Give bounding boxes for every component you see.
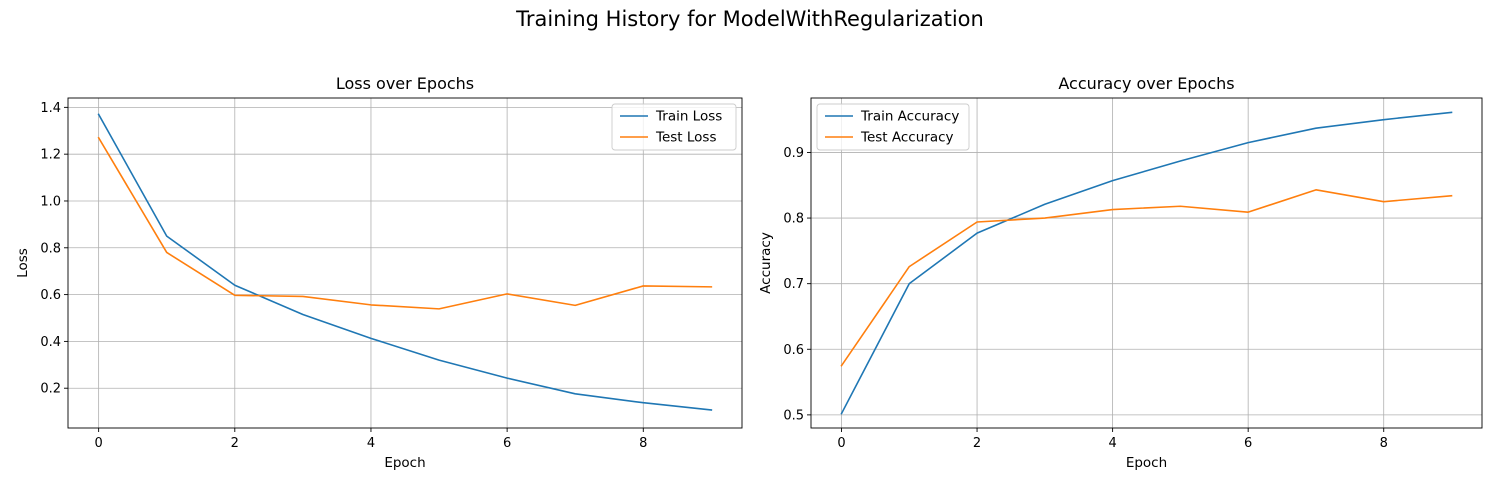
legend: Train Accuracy Test Accuracy — [816, 103, 970, 151]
x-tick-label: 8 — [1380, 436, 1388, 451]
y-axis-ticks: 0.5 0.6 0.7 0.8 0.9 — [783, 146, 811, 423]
x-tick-label: 2 — [973, 436, 981, 451]
y-tick-label: 0.6 — [40, 288, 61, 303]
y-tick-label: 0.9 — [783, 146, 804, 161]
subplot-2: 0 2 4 6 8 0.5 0.6 0.7 0.8 0.9 Accuracy over Epochs… — [758, 74, 1483, 471]
series-group — [840, 111, 1453, 415]
grid-lines — [811, 98, 1482, 428]
y-tick-label: 0.4 — [40, 335, 61, 350]
legend: Train Loss Test Loss — [611, 103, 737, 151]
series-line-1 — [840, 111, 1453, 415]
x-axis-ticks: 0 2 4 6 8 — [94, 428, 647, 451]
y-tick-label: 0.6 — [783, 343, 804, 358]
legend-label-1: Train Accuracy — [860, 109, 959, 125]
series-group — [97, 113, 713, 411]
subplot-1: 0 2 4 6 8 0.2 0.4 0.6 0.8 1.0 1.2 1.4 Loss over Epoc… — [15, 74, 743, 471]
x-tick-label: 4 — [1108, 436, 1116, 451]
x-tick-label: 8 — [639, 436, 647, 451]
axes-frame — [810, 97, 1483, 429]
x-tick-label: 4 — [367, 436, 375, 451]
subplots: 0 2 4 6 8 0.2 0.4 0.6 0.8 1.0 1.2 1.4 Loss over Epoc… — [15, 74, 1483, 471]
legend-label-2: Test Loss — [655, 130, 717, 146]
series-line-1 — [97, 113, 713, 411]
x-axis-ticks: 0 2 4 6 8 — [837, 428, 1388, 451]
y-tick-label: 0.7 — [783, 277, 804, 292]
y-tick-label: 1.0 — [40, 194, 61, 209]
y-tick-label: 1.2 — [40, 148, 61, 163]
series-line-2 — [840, 189, 1453, 367]
legend-box — [816, 103, 970, 151]
x-tick-label: 0 — [94, 436, 102, 451]
axes-frame — [67, 97, 743, 429]
x-tick-label: 0 — [837, 436, 845, 451]
x-tick-label: 6 — [503, 436, 511, 451]
legend-label-1: Train Loss — [655, 109, 722, 125]
figure-title: Training History for ModelWithRegulariza… — [515, 7, 984, 31]
y-tick-label: 0.5 — [783, 408, 804, 423]
x-tick-label: 6 — [1244, 436, 1252, 451]
x-axis-label: Epoch — [1126, 455, 1167, 471]
grid-lines — [68, 98, 742, 428]
y-axis-label: Accuracy — [758, 232, 774, 294]
y-axis-label: Loss — [15, 248, 31, 278]
y-tick-label: 0.8 — [783, 212, 804, 227]
y-tick-label: 1.4 — [40, 101, 61, 116]
y-tick-label: 0.8 — [40, 241, 61, 256]
subplot-title: Loss over Epochs — [336, 74, 474, 93]
legend-label-2: Test Accuracy — [860, 130, 954, 146]
y-tick-label: 0.2 — [40, 382, 61, 397]
x-tick-label: 2 — [231, 436, 239, 451]
y-axis-ticks: 0.2 0.4 0.6 0.8 1.0 1.2 1.4 — [40, 101, 68, 397]
x-axis-label: Epoch — [384, 455, 425, 471]
series-line-2 — [97, 136, 713, 310]
subplot-title: Accuracy over Epochs — [1058, 74, 1234, 93]
